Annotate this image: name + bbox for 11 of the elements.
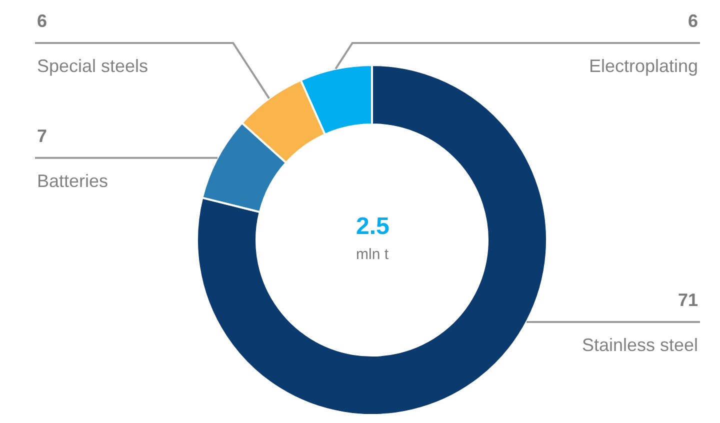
slice-label: Batteries [37,171,108,191]
donut-slice [196,64,548,416]
data-label: 71 [678,290,698,310]
text: mln t [356,246,390,263]
text: 2.5 [356,213,390,240]
data-label: 7 [37,126,48,146]
slice-label: Special steels [37,56,148,76]
data-label: 6 [688,11,698,31]
data-label: 6 [37,11,48,31]
slice-label: Electroplating [589,56,698,76]
slice-label: Stainless steel [582,335,698,355]
